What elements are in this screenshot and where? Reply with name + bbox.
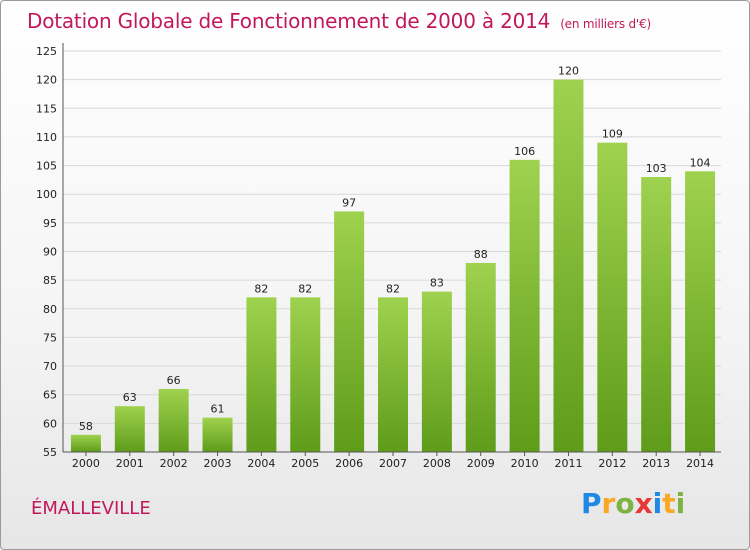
y-tick-label: 100	[36, 188, 57, 201]
data-label: 106	[514, 145, 535, 158]
x-tick-label: 2001	[116, 457, 144, 470]
y-tick-label: 95	[43, 217, 57, 230]
y-tick-label: 70	[43, 360, 57, 373]
x-tick-label: 2000	[72, 457, 100, 470]
logo-letter: P	[581, 487, 602, 520]
y-tick-label: 125	[36, 45, 57, 58]
chart-title-text: Dotation Globale de Fonctionnement de 20…	[27, 9, 551, 33]
logo-letter: x	[634, 487, 653, 520]
y-tick-label: 115	[36, 102, 57, 115]
data-label: 82	[254, 282, 268, 295]
data-label: 97	[342, 196, 356, 209]
bar	[114, 406, 145, 452]
data-label: 120	[558, 65, 579, 78]
y-tick-label: 90	[43, 246, 57, 259]
y-tick-label: 120	[36, 74, 57, 87]
logo-letter: o	[615, 487, 635, 520]
data-label: 63	[123, 391, 137, 404]
data-label: 103	[646, 162, 667, 175]
x-tick-label: 2009	[467, 457, 495, 470]
bar	[509, 159, 540, 453]
chart-title: Dotation Globale de Fonctionnement de 20…	[27, 9, 651, 33]
y-tick-label: 105	[36, 160, 57, 173]
bar	[553, 79, 584, 453]
x-tick-label: 2014	[686, 457, 714, 470]
y-tick-label: 75	[43, 331, 57, 344]
axes: 55 60 65 70 75 80 85 90 95 100 105 110 115 120 125 2000…	[36, 43, 721, 470]
bar	[202, 417, 233, 452]
bar	[465, 262, 496, 452]
x-tick-label: 2010	[511, 457, 539, 470]
bar	[334, 211, 365, 452]
bar	[421, 291, 452, 452]
y-tick-label: 55	[43, 446, 57, 459]
x-tick-label: 2007	[379, 457, 407, 470]
x-tick-label: 2006	[335, 457, 363, 470]
data-label: 58	[79, 420, 93, 433]
bar	[290, 297, 321, 452]
data-label: 66	[167, 374, 181, 387]
x-tick-label: 2005	[291, 457, 319, 470]
logo-letter: i	[652, 487, 663, 520]
x-tick-label: 2011	[554, 457, 582, 470]
y-tick-label: 60	[43, 417, 57, 430]
bar	[158, 388, 189, 452]
bar	[597, 142, 628, 452]
commune-name: ÉMALLEVILLE	[31, 498, 151, 519]
data-label: 83	[430, 277, 444, 290]
y-tick-label: 80	[43, 303, 57, 316]
data-label: 82	[386, 282, 400, 295]
bar	[641, 177, 672, 452]
x-tick-label: 2013	[642, 457, 670, 470]
data-label: 88	[474, 248, 488, 261]
proxiti-logo: Proxiti	[581, 487, 685, 520]
y-tick-label: 65	[43, 389, 57, 402]
bar	[246, 297, 277, 452]
x-tick-label: 2002	[160, 457, 188, 470]
x-tick-label: 2003	[204, 457, 232, 470]
data-label: 61	[211, 403, 225, 416]
data-label: 104	[690, 156, 711, 169]
chart-subtitle: (en milliers d'€)	[560, 17, 651, 31]
bar	[685, 171, 716, 453]
bar	[378, 297, 408, 452]
x-tick-label: 2004	[247, 457, 275, 470]
data-label: 82	[298, 282, 312, 295]
bars: 58 63 66 61 82 82 97 82 83 88 106 120 109 103 104	[70, 65, 716, 453]
x-tick-label: 2012	[598, 457, 626, 470]
logo-letter: r	[601, 487, 616, 520]
y-tick-label: 85	[43, 274, 57, 287]
logo-letter: t	[662, 487, 676, 520]
data-label: 109	[602, 128, 623, 141]
logo-letter: i	[675, 487, 686, 520]
x-tick-label: 2008	[423, 457, 451, 470]
bar	[70, 434, 101, 452]
y-tick-label: 110	[36, 131, 57, 144]
